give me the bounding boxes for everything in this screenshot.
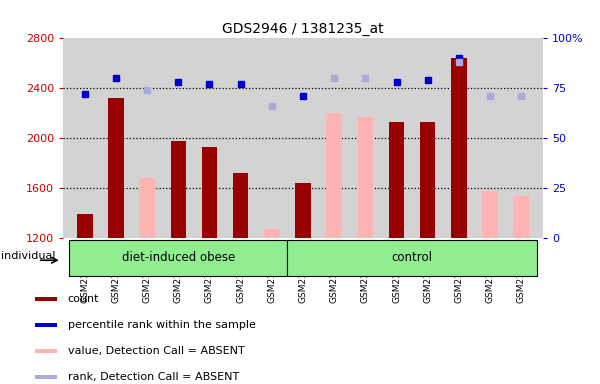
Bar — [389, 122, 404, 238]
Bar — [358, 117, 373, 238]
Bar — [139, 178, 155, 238]
Bar — [35, 323, 57, 327]
Text: diet-induced obese: diet-induced obese — [122, 251, 235, 264]
Bar — [295, 183, 311, 238]
Bar — [108, 98, 124, 238]
Bar — [287, 240, 537, 276]
Bar — [514, 195, 529, 238]
Text: value, Detection Call = ABSENT: value, Detection Call = ABSENT — [68, 346, 245, 356]
Title: GDS2946 / 1381235_at: GDS2946 / 1381235_at — [222, 22, 384, 36]
Bar — [69, 240, 287, 276]
Bar — [233, 173, 248, 238]
Bar — [326, 113, 342, 238]
Bar — [35, 297, 57, 301]
Bar — [451, 58, 467, 238]
Bar — [264, 229, 280, 238]
Bar — [482, 190, 498, 238]
Bar — [77, 214, 92, 238]
Text: percentile rank within the sample: percentile rank within the sample — [68, 320, 256, 330]
Bar — [170, 141, 186, 238]
Text: rank, Detection Call = ABSENT: rank, Detection Call = ABSENT — [68, 372, 239, 382]
Bar — [202, 147, 217, 238]
Text: individual: individual — [1, 251, 56, 261]
Bar — [420, 122, 436, 238]
Bar — [35, 375, 57, 379]
Text: count: count — [68, 294, 100, 304]
Bar — [35, 349, 57, 353]
Text: control: control — [392, 251, 433, 264]
